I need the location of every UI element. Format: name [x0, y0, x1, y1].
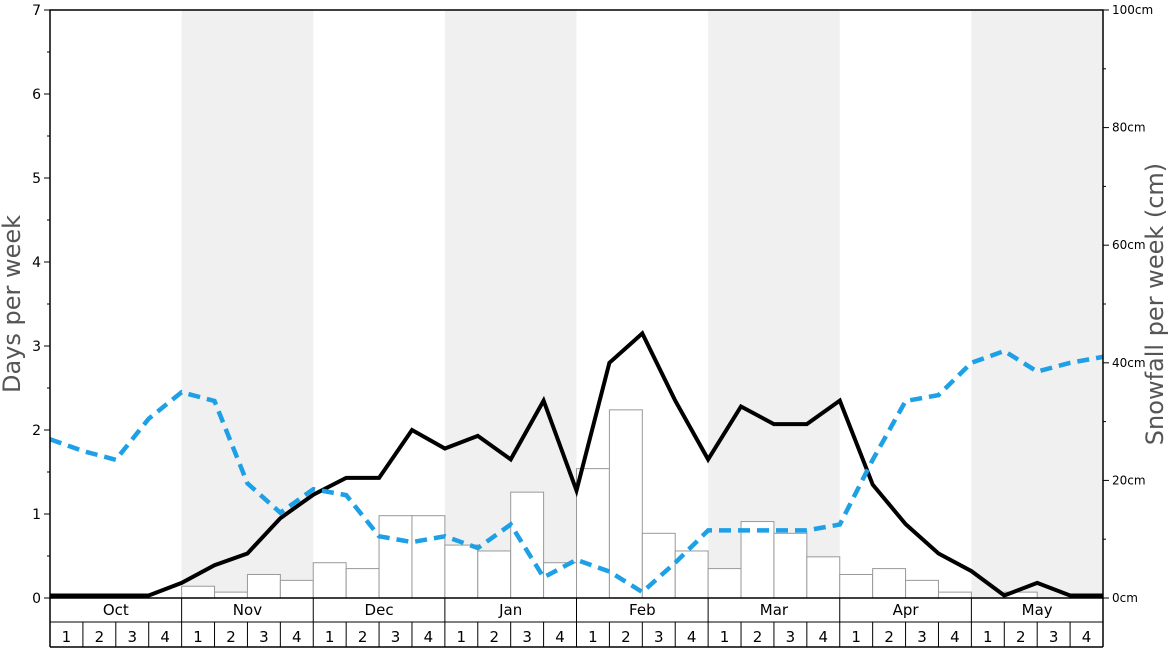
- left-tick-label: 3: [32, 339, 41, 355]
- week-label: 3: [127, 628, 137, 646]
- snowfall-bar: [806, 556, 841, 599]
- week-label: 3: [917, 628, 927, 646]
- snowfall-bar: [312, 562, 347, 599]
- month-band-mar: [708, 10, 840, 598]
- snowfall-bar: [214, 591, 248, 599]
- right-tick-label: 20cm: [1112, 473, 1146, 487]
- snowfall-bar: [937, 591, 972, 599]
- week-label: 2: [1016, 628, 1026, 646]
- week-label: 3: [391, 628, 401, 646]
- week-label: 1: [457, 628, 467, 646]
- week-label: 2: [226, 628, 236, 646]
- snowfall-bar: [345, 568, 380, 599]
- week-label: 1: [720, 628, 730, 646]
- snowfall-bar: [608, 409, 643, 599]
- week-label: 3: [259, 628, 269, 646]
- x-axis-table: Oct 1 2 3 4 Nov 1 2 3 4 Dec 1 2 3 4 Jan 1 2 3 4 Feb 1 2 3 4 Mar 1 2…: [49, 598, 1104, 648]
- right-tick-label: 40cm: [1112, 356, 1146, 370]
- snowfall-bars: [181, 409, 1038, 599]
- week-label: 1: [588, 628, 598, 646]
- month-bands: [181, 10, 1103, 598]
- snowfall-bar: [181, 585, 216, 599]
- week-label: 1: [983, 628, 993, 646]
- right-tick-label: 100cm: [1112, 3, 1153, 17]
- left-axis: 0 1 2 3 4 5 6 7: [32, 3, 50, 607]
- week-label: 1: [62, 628, 72, 646]
- week-label: 4: [687, 628, 697, 646]
- right-axis: 0cm 20cm 40cm 60cm 80cm 100cm: [1103, 3, 1153, 605]
- week-label: 3: [522, 628, 532, 646]
- snowfall-bar: [576, 468, 610, 599]
- left-tick-label: 5: [32, 171, 41, 187]
- right-tick-label: 0cm: [1112, 591, 1138, 605]
- snowfall-bar: [378, 515, 413, 599]
- right-tick-label: 60cm: [1112, 238, 1146, 252]
- snowfall-bar: [872, 568, 907, 599]
- left-tick-label: 6: [32, 87, 41, 103]
- month-label-feb: Feb: [629, 601, 656, 619]
- week-label: 4: [819, 628, 829, 646]
- month-label-apr: Apr: [893, 601, 920, 619]
- series-lines: [49, 330, 1104, 598]
- month-band-nov: [181, 10, 314, 598]
- week-label: 2: [95, 628, 105, 646]
- left-tick-label: 1: [32, 507, 41, 523]
- snowfall-bar: [543, 562, 577, 599]
- month-band-may: [971, 10, 1103, 598]
- week-label: 4: [160, 628, 170, 646]
- week-label: 2: [358, 628, 368, 646]
- snowfall-bar: [707, 568, 742, 599]
- month-label-oct: Oct: [103, 601, 129, 619]
- snowfall-bar: [411, 515, 446, 599]
- right-axis-label: Snowfall per week (cm): [1141, 163, 1168, 445]
- snowfall-bar: [477, 550, 512, 599]
- week-label: 3: [654, 628, 664, 646]
- week-label: 4: [292, 628, 302, 646]
- left-tick-label: 2: [32, 423, 41, 439]
- left-tick-label: 4: [32, 255, 41, 271]
- snowfall-bar: [773, 532, 808, 599]
- month-label-jan: Jan: [498, 601, 522, 619]
- week-label: 1: [851, 628, 861, 646]
- week-label: 2: [753, 628, 763, 646]
- left-tick-label: 0: [32, 591, 41, 607]
- week-label: 4: [950, 628, 960, 646]
- days-per-week-line: [50, 330, 1103, 598]
- right-tick-label: 80cm: [1112, 121, 1146, 135]
- left-axis-label: Days per week: [0, 215, 26, 393]
- month-label-mar: Mar: [760, 601, 789, 619]
- week-label: 1: [325, 628, 335, 646]
- snowfall-bar: [246, 573, 281, 599]
- week-label: 2: [489, 628, 499, 646]
- month-label-dec: Dec: [365, 601, 394, 619]
- week-label: 2: [621, 628, 631, 646]
- week-label: 2: [884, 628, 894, 646]
- week-label: 3: [1049, 628, 1059, 646]
- week-label: 4: [424, 628, 434, 646]
- week-label: 1: [193, 628, 203, 646]
- snowfall-bar: [839, 573, 874, 599]
- snowfall-bar: [279, 579, 314, 599]
- snowfall-bar: [444, 544, 479, 599]
- week-label: 3: [786, 628, 796, 646]
- snowfall-bar: [510, 491, 545, 599]
- week-label: 4: [1082, 628, 1092, 646]
- snowfall-bar: [905, 579, 939, 599]
- month-label-nov: Nov: [233, 601, 262, 619]
- left-tick-label: 7: [32, 3, 41, 19]
- month-label-may: May: [1022, 601, 1053, 619]
- snowfall-bar: [740, 521, 775, 599]
- week-label: 4: [555, 628, 565, 646]
